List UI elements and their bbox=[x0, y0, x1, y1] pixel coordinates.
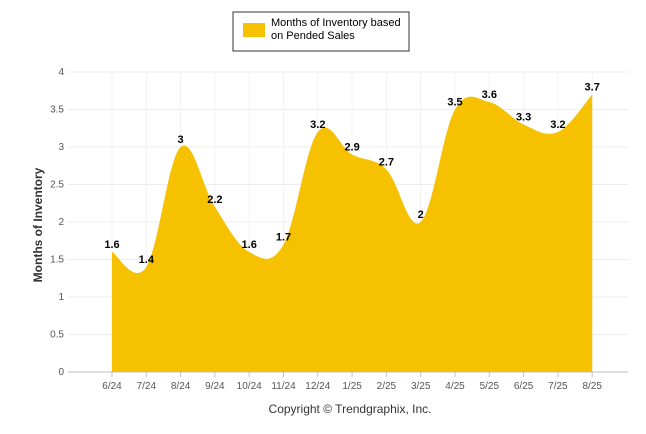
data-labels: 1.6 1.4 3 2.2 1.6 1.7 3.2 2.9 2.7 2 3.5 3.6 3.3 3.2 3.… bbox=[104, 82, 599, 267]
data-label: 1.7 bbox=[276, 232, 291, 244]
data-label: 3.2 bbox=[310, 119, 325, 131]
y-tick-label: 4 bbox=[58, 67, 64, 78]
y-tick-label: 1 bbox=[58, 292, 64, 303]
y-tick-label: 0.5 bbox=[50, 330, 64, 341]
x-tick-label: 6/24 bbox=[102, 381, 122, 392]
data-label: 2.9 bbox=[344, 142, 359, 154]
y-tick-label: 0 bbox=[58, 367, 64, 378]
x-axis-ticks: 6/24 7/24 8/24 9/24 10/24 11/24 12/24 1/25 2/25 3… bbox=[102, 372, 602, 392]
x-tick-label: 8/24 bbox=[171, 381, 191, 392]
data-label: 1.6 bbox=[104, 239, 119, 251]
copyright-footer: Copyright © Trendgraphix, Inc. bbox=[269, 402, 432, 416]
data-label: 2.2 bbox=[207, 194, 222, 206]
data-label: 3 bbox=[178, 134, 184, 146]
y-axis-ticks: 0 0.5 1 1.5 2 2.5 3 3.5 4 bbox=[50, 67, 64, 378]
x-tick-label: 4/25 bbox=[445, 381, 465, 392]
x-tick-label: 1/25 bbox=[342, 381, 362, 392]
data-label: 1.6 bbox=[242, 239, 257, 251]
legend-label-line-2: on Pended Sales bbox=[271, 30, 355, 42]
y-tick-label: 2.5 bbox=[50, 180, 64, 191]
y-tick-label: 2 bbox=[58, 217, 64, 228]
x-tick-label: 8/25 bbox=[582, 381, 602, 392]
x-tick-label: 5/25 bbox=[480, 381, 500, 392]
x-tick-label: 3/25 bbox=[411, 381, 431, 392]
x-tick-label: 11/24 bbox=[271, 381, 296, 392]
data-label: 1.4 bbox=[139, 254, 155, 266]
data-label: 3.2 bbox=[550, 119, 565, 131]
x-tick-label: 9/24 bbox=[205, 381, 225, 392]
y-tick-label: 1.5 bbox=[50, 255, 64, 266]
legend-label-line-1: Months of Inventory based bbox=[271, 17, 401, 29]
data-label: 3.6 bbox=[482, 89, 497, 101]
legend: Months of Inventory based on Pended Sale… bbox=[232, 11, 410, 52]
x-tick-label: 10/24 bbox=[237, 381, 262, 392]
data-label: 3.3 bbox=[516, 112, 531, 124]
x-tick-label: 7/25 bbox=[548, 381, 568, 392]
data-label: 3.7 bbox=[585, 82, 600, 94]
y-axis-title: Months of Inventory bbox=[31, 167, 45, 282]
series-area bbox=[112, 94, 593, 372]
x-tick-label: 6/25 bbox=[514, 381, 534, 392]
data-label: 2.7 bbox=[379, 157, 394, 169]
x-tick-label: 12/24 bbox=[305, 381, 330, 392]
data-label: 3.5 bbox=[447, 97, 462, 109]
y-tick-label: 3.5 bbox=[50, 105, 64, 116]
plot-area bbox=[112, 94, 593, 372]
y-tick-label: 3 bbox=[58, 142, 64, 153]
data-label: 2 bbox=[418, 209, 424, 221]
x-tick-label: 2/25 bbox=[377, 381, 397, 392]
x-tick-label: 7/24 bbox=[137, 381, 157, 392]
legend-swatch bbox=[243, 23, 265, 37]
